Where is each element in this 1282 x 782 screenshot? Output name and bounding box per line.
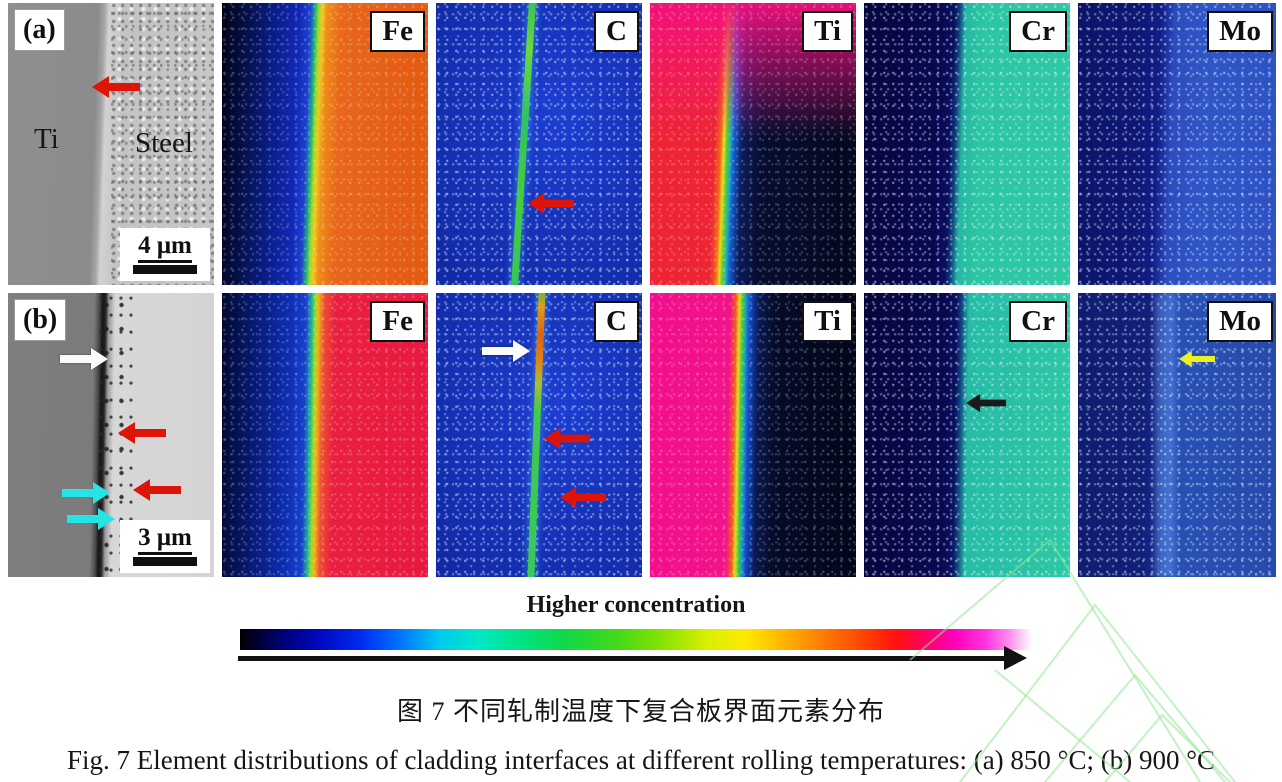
map-panel-c-850c: C (436, 3, 642, 285)
scale-bar-line (133, 557, 197, 566)
red-arrow-icon (528, 192, 574, 215)
region-label-ti: Ti (34, 123, 59, 155)
red-arrow-icon (133, 479, 181, 501)
white-arrow-icon (60, 348, 108, 370)
element-label-mo: Mo (1207, 301, 1273, 342)
scale-bar-text: 4 μm (138, 232, 192, 263)
map-panel-fe-850c: Fe (222, 3, 428, 285)
red-arrow-icon (92, 76, 140, 98)
map-panel-c-900c: C (436, 293, 642, 577)
scale-bar: 4 μm (120, 228, 210, 281)
black-arrow-icon (966, 393, 1006, 413)
element-label-fe: Fe (370, 11, 425, 52)
map-panel-cr-900c: Cr (864, 293, 1070, 577)
region-label-steel: Steel (135, 127, 193, 159)
element-label-mo: Mo (1207, 11, 1273, 52)
caption-english: Fig. 7 Element distributions of cladding… (66, 745, 1216, 775)
cyan-arrow-icon (62, 482, 110, 504)
subfigure-label-b: (b) (14, 299, 67, 341)
element-label-c: C (594, 11, 639, 52)
white-arrow-icon (482, 340, 530, 362)
sem-image-850c: (a) Ti Steel 4 μm (8, 3, 214, 285)
map-panel-fe-900c: Fe (222, 293, 428, 577)
element-label-ti: Ti (802, 11, 853, 52)
element-label-ti: Ti (802, 301, 853, 342)
concentration-colorbar (240, 629, 1032, 650)
scale-bar-text: 3 μm (138, 524, 192, 555)
carbon-interface-line (510, 3, 537, 285)
yellow-arrow-icon (1179, 350, 1215, 368)
sem-image-900c: (b) 3 μm (8, 293, 214, 577)
red-arrow-icon (118, 422, 166, 444)
colorbar-arrow-line (238, 656, 1006, 661)
red-arrow-icon (560, 486, 606, 509)
subfigure-label-a: (a) (14, 9, 65, 51)
map-panel-mo-850c: Mo (1078, 3, 1276, 285)
scale-bar: 3 μm (120, 520, 210, 573)
map-panel-ti-850c: Ti (650, 3, 856, 285)
scale-bar-line (133, 265, 197, 274)
element-label-cr: Cr (1009, 301, 1067, 342)
colorbar-arrowhead-icon (1004, 646, 1027, 670)
colorbar-title: Higher concentration (526, 592, 746, 618)
element-label-cr: Cr (1009, 11, 1067, 52)
cyan-arrow-icon (67, 508, 115, 530)
map-panel-cr-850c: Cr (864, 3, 1070, 285)
element-label-fe: Fe (370, 301, 425, 342)
caption-chinese: 图 7 不同轧制温度下复合板界面元素分布 (396, 697, 885, 726)
element-label-c: C (594, 301, 639, 342)
red-arrow-icon (544, 427, 590, 450)
map-panel-mo-900c: Mo (1078, 293, 1276, 577)
map-panel-ti-900c: Ti (650, 293, 856, 577)
interface-streak (1155, 293, 1176, 577)
